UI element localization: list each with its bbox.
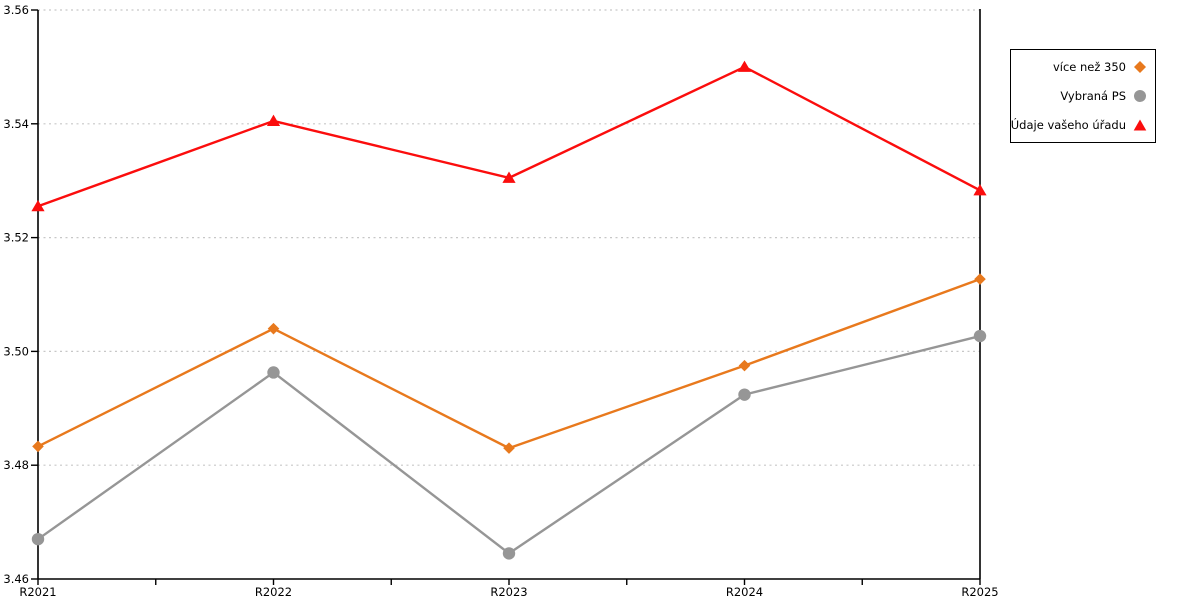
data-point-marker xyxy=(973,184,987,196)
data-point-marker xyxy=(738,359,751,372)
legend-label: více než 350 xyxy=(1052,60,1126,75)
diamond-marker-icon xyxy=(1133,60,1147,74)
triangle-marker-shape xyxy=(1133,119,1147,131)
data-point-marker xyxy=(31,200,45,212)
data-point-marker xyxy=(974,273,986,285)
data-point-marker xyxy=(973,329,987,343)
y-tick-label: 3.48 xyxy=(3,458,29,472)
data-point-marker xyxy=(267,366,280,379)
y-tick-label: 3.46 xyxy=(3,572,29,586)
data-point-marker xyxy=(266,114,281,126)
legend-label: Údaje vašeho úřadu xyxy=(1010,117,1126,132)
legend-item: Vybraná PS xyxy=(1011,89,1155,103)
y-tick-label: 3.50 xyxy=(3,344,29,358)
data-point-marker xyxy=(503,442,515,454)
series-line xyxy=(36,277,982,450)
legend-item: Údaje vašeho úřadu xyxy=(1011,118,1155,132)
legend: více než 350 Vybraná PS Údaje vašeho úřa… xyxy=(1010,49,1156,143)
y-tick-label: 3.56 xyxy=(3,3,29,17)
y-tick-label: 3.54 xyxy=(3,117,29,131)
data-point-marker xyxy=(267,322,280,335)
x-tick-label: R2023 xyxy=(490,585,527,599)
data-point-marker xyxy=(32,440,44,453)
triangle-marker-icon xyxy=(1133,118,1147,132)
data-point-marker xyxy=(31,532,45,546)
circle-marker-shape xyxy=(1134,89,1146,102)
y-tick-label: 3.52 xyxy=(3,231,29,245)
circle-marker-icon xyxy=(1133,89,1147,103)
data-point-marker xyxy=(502,547,516,560)
diamond-marker-shape xyxy=(1134,61,1146,74)
x-tick-label: R2022 xyxy=(255,585,292,599)
data-point-marker xyxy=(502,171,516,183)
legend-item: více než 350 xyxy=(1011,60,1155,74)
x-tick-label: R2025 xyxy=(961,585,998,599)
legend-label: Vybraná PS xyxy=(1060,88,1126,103)
data-point-marker xyxy=(738,388,751,401)
series-line xyxy=(36,65,982,208)
x-tick-label: R2024 xyxy=(726,585,763,599)
x-tick-label: R2021 xyxy=(19,585,56,599)
data-point-marker xyxy=(737,60,752,72)
